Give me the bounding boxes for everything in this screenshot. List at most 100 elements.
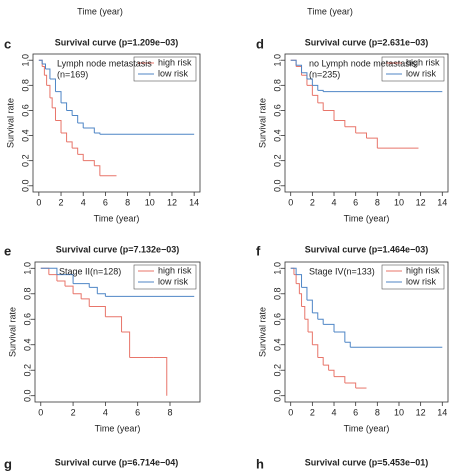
survival-step (323, 364, 330, 371)
y-tick-label: 0.0 (272, 389, 282, 402)
survival-step (296, 65, 303, 76)
x-tick-label: 12 (167, 197, 177, 207)
legend-label: high risk (406, 265, 440, 275)
x-tick-label: 8 (375, 197, 380, 207)
survival-step (48, 274, 58, 282)
survival-step (312, 312, 319, 320)
y-tick-label: 0.2 (20, 154, 30, 167)
legend-label: high risk (158, 265, 192, 275)
survival-step (290, 59, 297, 67)
x-tick-label: 6 (353, 407, 358, 417)
x-axis-title: Time (year) (307, 6, 353, 16)
x-tick-label: 4 (332, 197, 337, 207)
y-tick-label: 0.6 (20, 104, 30, 117)
survival-step (73, 293, 82, 299)
legend-label: low risk (406, 276, 437, 286)
x-tick-label: 12 (416, 407, 426, 417)
survival-step (296, 283, 300, 294)
y-tick-label: 0.6 (272, 104, 282, 117)
survival-step (344, 126, 357, 134)
survival-step (334, 119, 346, 127)
annotation: Stage IV(n=133) (309, 266, 375, 276)
survival-step (55, 119, 62, 134)
x-tick-label: 4 (81, 197, 86, 207)
annotation: no Lymph node metastasis (309, 58, 417, 68)
survival-step (73, 283, 90, 288)
survival-step (52, 107, 56, 121)
survival-step (153, 356, 168, 396)
survival-step (323, 323, 335, 332)
x-tick-label: 8 (167, 407, 172, 417)
survival-step (301, 306, 306, 320)
y-tick-label: 0.8 (272, 79, 282, 92)
survival-step (72, 114, 79, 123)
legend-box (133, 264, 197, 290)
survival-step (77, 153, 84, 161)
y-tick-label: 1.0 (20, 54, 30, 67)
survival-step (83, 160, 95, 166)
x-tick-label: 6 (135, 407, 140, 417)
survival-step (55, 91, 62, 103)
survival-step (290, 267, 297, 275)
panel-letter: d (256, 36, 264, 51)
survival-step (296, 274, 303, 288)
legend-label: high risk (406, 57, 440, 67)
survival-step (344, 341, 351, 348)
y-tick-label: 0.6 (22, 313, 32, 326)
legend-box (381, 56, 445, 82)
survival-step (328, 369, 335, 377)
panel-letter: h (256, 456, 264, 471)
panel-letter: e (4, 243, 11, 258)
chart-title: Survival curve (p=5.453e−01) (305, 457, 429, 467)
x-tick-label: 14 (437, 407, 447, 417)
survival-step (72, 147, 79, 155)
survival-step (355, 132, 367, 139)
survival-step (308, 331, 313, 345)
x-axis-title: Time (year) (95, 423, 141, 433)
survival-step (317, 356, 324, 366)
chart-title: Survival curve (p=1.464e−03) (305, 244, 429, 254)
survival-step (366, 137, 378, 149)
survival-step (334, 331, 346, 343)
survival-step (66, 141, 73, 149)
survival-step (304, 318, 309, 332)
y-tick-label: 0.4 (22, 338, 32, 351)
legend-box (381, 264, 445, 290)
y-tick-label: 0.0 (20, 180, 30, 193)
x-tick-label: 10 (145, 197, 155, 207)
survival-step (301, 74, 308, 86)
survival-step (293, 274, 297, 284)
x-tick-label: 2 (310, 197, 315, 207)
survival-step (306, 84, 313, 96)
x-axis-title: Time (year) (344, 423, 390, 433)
plot-frame (34, 261, 201, 403)
legend-label: low risk (158, 68, 189, 78)
survival-step (40, 267, 58, 275)
y-axis-title: Survival rate (7, 307, 17, 357)
survival-step (81, 298, 90, 307)
survival-step (89, 306, 106, 317)
annotation: Stage II(n=128) (59, 266, 121, 276)
x-axis-title: Time (year) (77, 6, 123, 16)
survival-step (317, 318, 324, 325)
survival-step (44, 74, 48, 86)
survival-step (306, 78, 313, 86)
x-tick-label: 4 (103, 407, 108, 417)
survival-step (45, 68, 51, 80)
y-tick-label: 0.8 (22, 288, 32, 301)
x-tick-label: 2 (59, 197, 64, 207)
x-tick-label: 0 (38, 407, 43, 417)
survival-step (42, 65, 45, 76)
chart-title: Survival curve (p=7.132e−03) (56, 244, 180, 254)
survival-step (65, 285, 74, 294)
x-tick-label: 0 (288, 197, 293, 207)
plot-frame (284, 261, 449, 403)
x-tick-label: 2 (310, 407, 315, 417)
panel-letter: g (4, 456, 12, 471)
survival-step (61, 132, 68, 142)
survival-step (290, 267, 295, 275)
legend-label: high risk (158, 57, 192, 67)
x-tick-label: 8 (375, 407, 380, 417)
y-tick-label: 0.2 (272, 364, 282, 377)
x-tick-label: 0 (36, 197, 41, 207)
